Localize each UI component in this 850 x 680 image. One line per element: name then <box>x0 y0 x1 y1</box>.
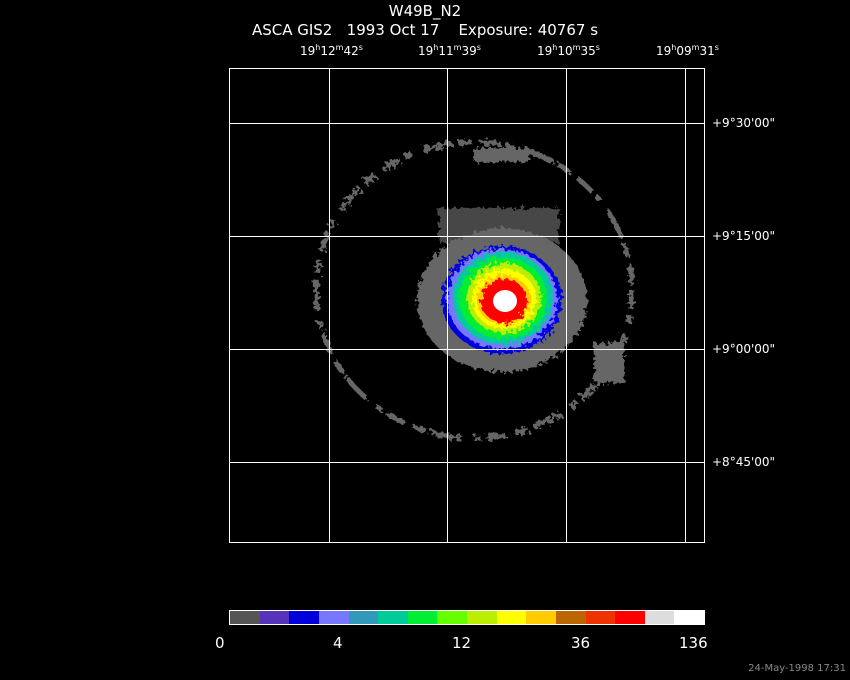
color-scale-label: 36 <box>571 634 591 652</box>
color-scale-segment <box>615 611 645 624</box>
color-scale-label: 12 <box>452 634 472 652</box>
color-scale-segment <box>585 611 616 624</box>
ra-tick-label: 19h12m42s <box>300 43 363 58</box>
color-scale-segment <box>230 611 260 624</box>
observation-info: ASCA GIS2 1993 Oct 17 Exposure: 40767 s <box>251 21 599 39</box>
ra-tick-label: 19h10m35s <box>537 43 600 58</box>
color-scale-segment <box>289 611 319 624</box>
color-scale-segment <box>318 611 349 624</box>
color-scale-segment <box>496 611 527 624</box>
detector-ring <box>313 139 635 441</box>
color-scale-segment <box>437 611 467 624</box>
ra-tick-label: 19h11m39s <box>418 43 481 58</box>
ra-tick-label: 19h09m31s <box>656 43 719 58</box>
color-scale-label: 4 <box>333 634 343 652</box>
color-scale-segment <box>674 611 704 624</box>
color-scale-label: 0 <box>215 634 225 652</box>
color-scale-segment <box>348 611 379 624</box>
color-scale-segment <box>259 611 290 624</box>
color-scale-segment <box>644 611 675 624</box>
dec-tick-label: +8°45'00" <box>712 455 776 469</box>
color-scale-bar <box>229 610 705 625</box>
color-scale-segment <box>467 611 497 624</box>
coordinate-grid <box>229 68 705 543</box>
color-scale-segment <box>555 611 586 624</box>
dec-tick-label: +9°15'00" <box>712 229 776 243</box>
timestamp: 24-May-1998 17:31 <box>748 663 846 674</box>
color-scale-segment <box>526 611 556 624</box>
source-peak <box>493 290 517 312</box>
diffuse-emission <box>439 148 624 383</box>
dec-tick-label: +9°00'00" <box>712 342 776 356</box>
color-scale-segment <box>407 611 438 624</box>
image-title: W49B_N2 <box>388 2 462 20</box>
xray-image-plot <box>229 68 705 543</box>
color-scale-segment <box>378 611 408 624</box>
dec-tick-label: +9°30'00" <box>712 116 776 130</box>
color-scale-label: 136 <box>679 634 708 652</box>
